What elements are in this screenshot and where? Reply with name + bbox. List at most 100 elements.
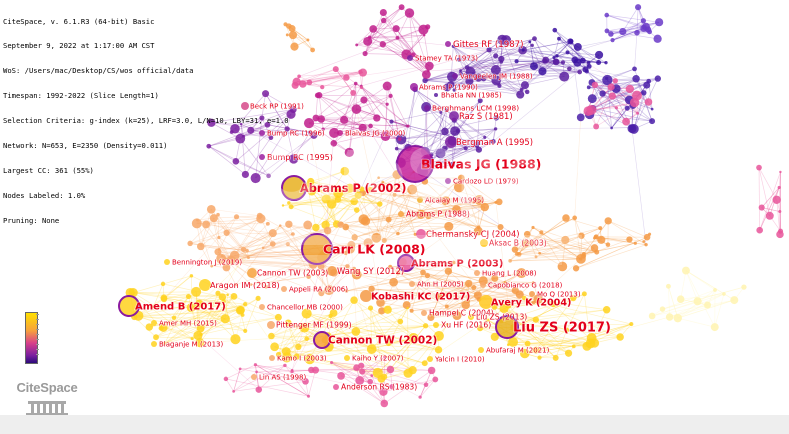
node-label[interactable]: Abrams P (2003) — [410, 258, 504, 271]
hub-node[interactable] — [398, 211, 404, 217]
node-label[interactable]: Abrams P (1990) — [418, 83, 479, 93]
node-label[interactable]: Blaivas JG (2000) — [344, 129, 406, 139]
node-label[interactable]: Pittenger MF (1999) — [275, 320, 352, 331]
node-label[interactable]: Amend B (2017) — [134, 301, 226, 314]
node-label[interactable]: Beck RP (1991) — [249, 102, 305, 112]
hub-node[interactable] — [445, 136, 457, 148]
node-label[interactable]: Liu ZS (2017) — [512, 320, 612, 337]
node-label[interactable]: Lin AS (1998) — [258, 373, 307, 383]
hub-node[interactable] — [281, 286, 287, 292]
hub-node[interactable] — [407, 55, 413, 61]
hub-node[interactable] — [313, 331, 331, 349]
hub-node[interactable] — [267, 321, 275, 329]
hub-node[interactable] — [433, 322, 439, 328]
hub-node[interactable] — [529, 291, 535, 297]
hub-node[interactable] — [251, 374, 257, 380]
node-label[interactable]: Bennington J (2019) — [171, 258, 243, 268]
node-label[interactable]: Bergman A (1995) — [455, 136, 534, 148]
node-label[interactable]: Vangeelen JM (1988) — [459, 72, 533, 82]
node-label[interactable]: Alcalay M (1995) — [424, 196, 485, 206]
hub-node[interactable] — [337, 130, 343, 136]
node-label[interactable]: Xu HF (2016) — [440, 320, 492, 331]
hub-node[interactable] — [281, 175, 307, 201]
node-label[interactable]: Chancellor MB (2000) — [266, 303, 344, 313]
hub-node[interactable] — [118, 295, 140, 317]
node-label[interactable]: Capobianco G (2018) — [487, 281, 563, 291]
hub-node[interactable] — [164, 259, 170, 265]
hub-node[interactable] — [478, 347, 484, 353]
node-label[interactable]: Abrams P (2002) — [299, 181, 407, 196]
node-label[interactable]: Bump RC (1995) — [266, 152, 333, 163]
node-label[interactable]: Liu ZS (2013) — [475, 312, 528, 323]
hub-node[interactable] — [424, 105, 430, 111]
hub-node[interactable] — [259, 304, 265, 310]
node-label[interactable]: Bump RC (1996) — [266, 129, 325, 139]
hub-node[interactable] — [445, 178, 451, 184]
hub-node[interactable] — [199, 279, 211, 291]
node-label[interactable]: Carr LK (2008) — [322, 241, 426, 258]
node-label[interactable]: Yalcin I (2010) — [433, 355, 485, 365]
hub-node[interactable] — [333, 384, 339, 390]
node-label[interactable]: Berghmans LCM (1998) — [431, 103, 520, 114]
hub-node[interactable] — [410, 83, 418, 91]
node-label[interactable]: Kaiho Y (2007) — [351, 354, 404, 364]
hub-node[interactable] — [427, 356, 433, 362]
node-label[interactable]: Amer MH (2015) — [158, 319, 218, 329]
hub-node[interactable] — [396, 145, 434, 183]
hub-node[interactable] — [269, 355, 275, 361]
node-label[interactable]: Aragon IM (2018) — [209, 280, 280, 291]
hub-node[interactable] — [449, 111, 459, 121]
hub-node[interactable] — [360, 290, 372, 302]
hub-node[interactable] — [247, 268, 257, 278]
hub-node[interactable] — [409, 281, 415, 287]
hub-node[interactable] — [417, 197, 423, 203]
hub-node[interactable] — [241, 102, 249, 110]
node-label[interactable]: Kamo I (2003) — [276, 354, 328, 364]
node-label[interactable]: Kobashi KC (2017) — [370, 291, 471, 304]
node-label[interactable]: Blaivas JG (1988) — [420, 156, 542, 173]
hub-node[interactable] — [445, 41, 451, 47]
hub-node[interactable] — [259, 154, 265, 160]
hub-node[interactable] — [480, 282, 486, 288]
hub-node[interactable] — [259, 130, 265, 136]
hub-node[interactable] — [344, 355, 350, 361]
node-label[interactable]: Huang L (2008) — [481, 269, 537, 279]
node-label[interactable]: Cardozo LD (1979) — [452, 177, 520, 187]
hub-node[interactable] — [416, 229, 426, 239]
node-label[interactable]: Hampel C (2004) — [428, 308, 494, 319]
node-label[interactable]: Abrams P (1988) — [405, 209, 470, 220]
pruning-line: Pruning: None — [3, 215, 60, 225]
node-label[interactable]: Cannon TW (2003) — [256, 268, 329, 279]
hub-node[interactable] — [301, 233, 333, 265]
hub-node[interactable] — [327, 266, 337, 276]
node-label[interactable]: Avery K (2004) — [490, 297, 572, 310]
hub-node[interactable] — [421, 310, 427, 316]
node-label[interactable]: Anderson RS (1983) — [340, 382, 418, 393]
node-label[interactable]: Appeli RA (2006) — [288, 285, 349, 295]
hub-node[interactable] — [452, 73, 458, 79]
hub-node[interactable] — [397, 254, 415, 272]
node-label[interactable]: Ahn H (2005) — [416, 280, 465, 290]
hub-node[interactable] — [151, 320, 157, 326]
node-label[interactable]: Cannon TW (2002) — [327, 334, 438, 348]
hub-node[interactable] — [468, 314, 474, 320]
hub-node[interactable] — [480, 239, 488, 247]
node-label[interactable]: Mo Q (2013) — [536, 290, 581, 300]
node-label[interactable]: Aksac B (2003) — [488, 238, 547, 249]
hub-node[interactable] — [434, 93, 438, 97]
node-label[interactable]: Abufaraj M (2021) — [485, 346, 550, 356]
node-label[interactable]: Bhatia NN (1985) — [440, 91, 503, 101]
node-label[interactable]: Stamey TA (1973) — [414, 54, 479, 64]
svg-text:CiteSpace: CiteSpace — [262, 132, 602, 217]
node-label[interactable]: Chermansky CJ (2004) — [425, 228, 520, 240]
node-label[interactable]: Gittes RF (1987) — [452, 39, 524, 51]
hub-node[interactable] — [479, 295, 493, 309]
hub-node[interactable] — [474, 270, 480, 276]
timeline-color-legend — [25, 312, 38, 364]
node-label[interactable]: Blaganje M (2013) — [158, 340, 224, 350]
hub-node[interactable] — [495, 315, 519, 339]
hub-node[interactable] — [151, 341, 157, 347]
node-label[interactable]: Raz S (1981) — [458, 110, 513, 122]
node-label[interactable]: Wang SY (2012) — [336, 265, 405, 277]
